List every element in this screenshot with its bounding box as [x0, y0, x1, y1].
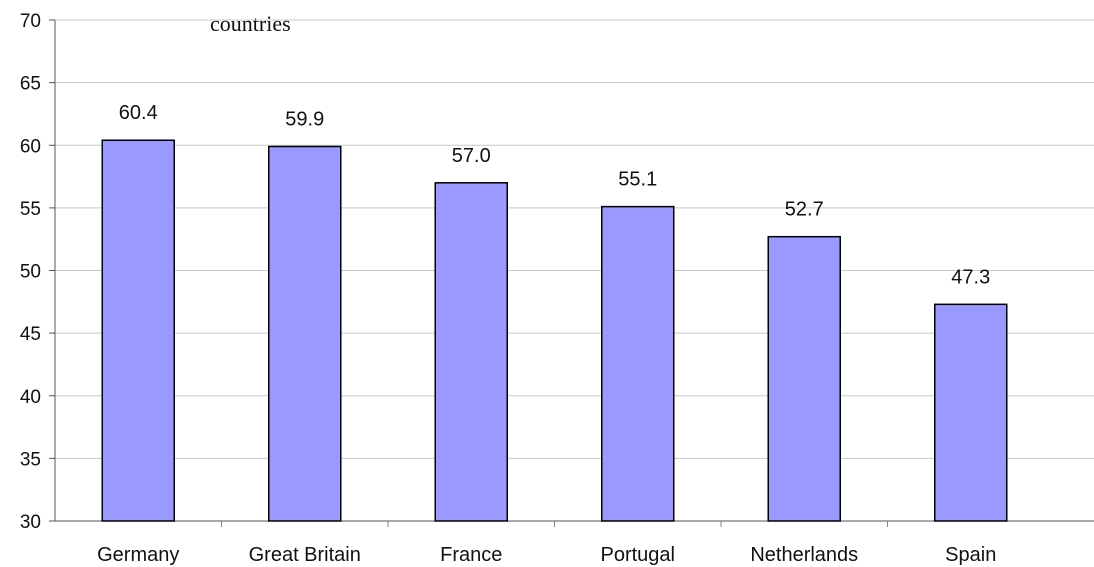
- x-category-label: Portugal: [601, 544, 676, 566]
- y-tick-label: 35: [20, 449, 41, 470]
- x-category-label: France: [440, 544, 502, 566]
- bar-france: [434, 182, 508, 522]
- bar-germany: [101, 139, 175, 522]
- x-category-label: Great Britain: [249, 544, 361, 566]
- bar-spain: [934, 303, 1008, 522]
- data-label: 47.3: [951, 266, 990, 288]
- bar-portugal: [601, 205, 675, 522]
- y-tick-label: 40: [20, 387, 41, 408]
- y-tick-label: 60: [20, 136, 41, 157]
- y-tick-label: 65: [20, 74, 41, 95]
- bar-great-britain: [268, 145, 342, 522]
- chart-title-fragment: countries: [210, 11, 291, 36]
- data-label: 59.9: [285, 109, 324, 131]
- y-tick-label: 30: [20, 512, 41, 533]
- x-axis: Germany Great Britain France Portugal Nether…: [97, 521, 996, 566]
- y-axis: 30 35 40 45 50 55 60 65 70: [20, 11, 1094, 533]
- data-label: 55.1: [618, 169, 657, 191]
- y-tick-label: 50: [20, 262, 41, 283]
- y-tick-label: 70: [20, 11, 41, 32]
- x-category-label: Germany: [97, 544, 179, 566]
- data-label: 60.4: [119, 102, 158, 124]
- gridlines: [55, 19, 1094, 522]
- data-label: 52.7: [785, 199, 824, 221]
- data-label: 57.0: [452, 145, 491, 167]
- x-category-label: Spain: [945, 544, 996, 566]
- y-tick-label: 55: [20, 199, 41, 220]
- y-tick-label: 45: [20, 324, 41, 345]
- bar-netherlands: [767, 235, 841, 522]
- bars: 60.4 59.9 57.0 55.1 52.7 47.3: [101, 102, 1008, 522]
- x-category-label: Netherlands: [750, 544, 858, 566]
